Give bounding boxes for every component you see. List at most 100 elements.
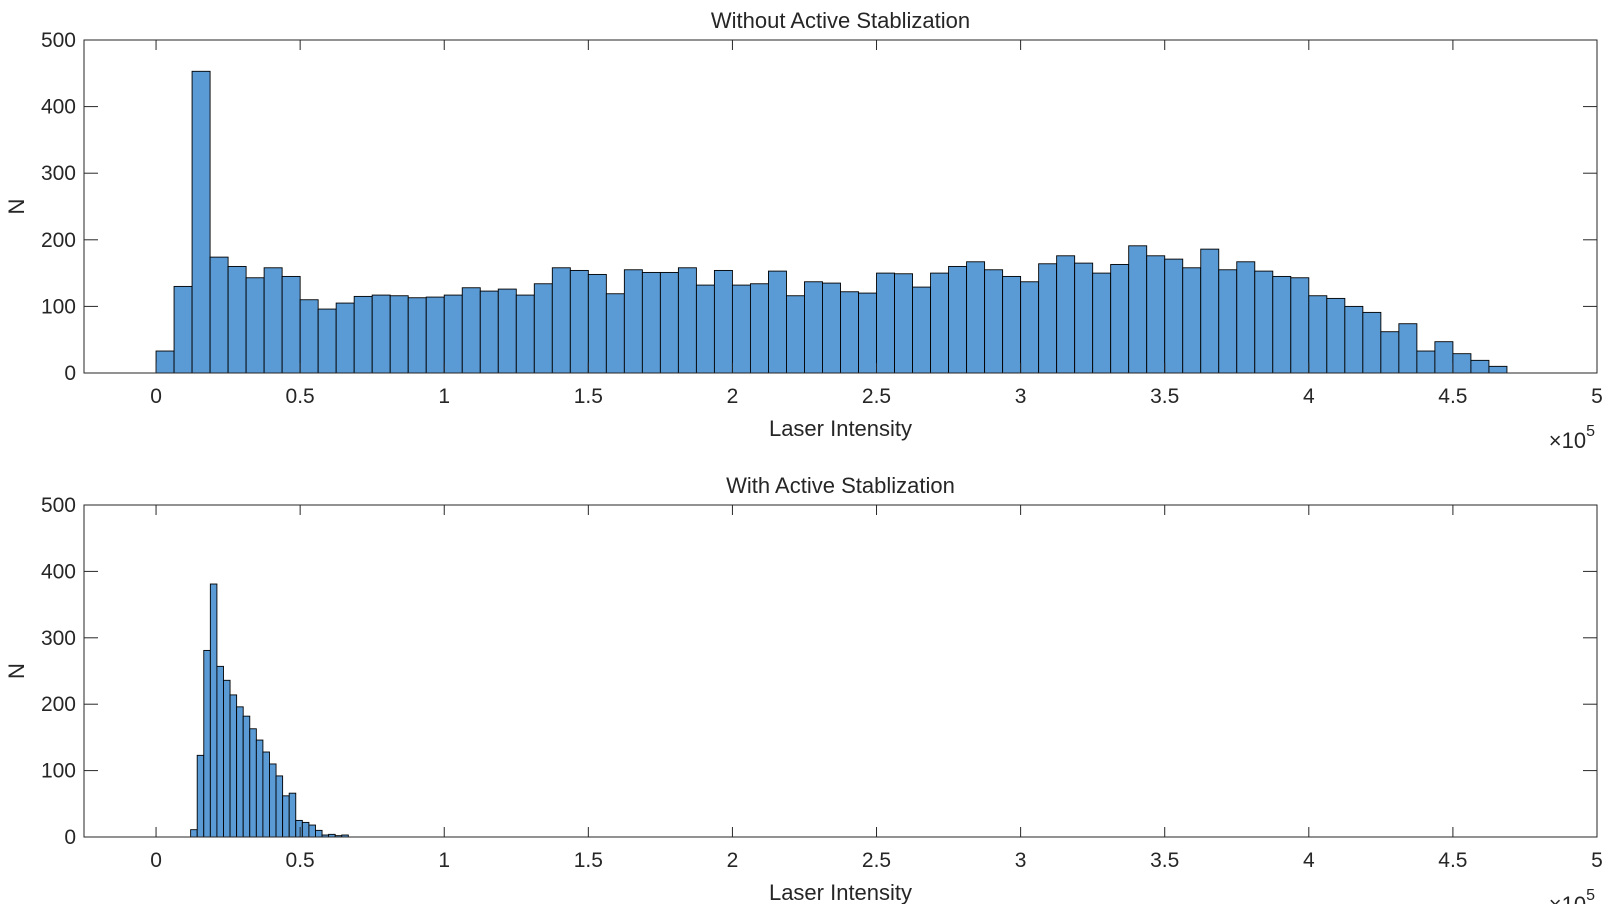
histogram-bar	[1110, 263, 1130, 374]
x-axis-label: Laser Intensity	[769, 880, 912, 904]
histogram-bar	[236, 706, 244, 838]
histogram-bar	[1380, 331, 1400, 374]
histogram-bar	[1326, 297, 1346, 374]
y-tick-label: 300	[41, 162, 76, 185]
histogram-bar	[1218, 269, 1238, 374]
histogram-bar	[659, 271, 679, 374]
histogram-bar	[425, 296, 445, 374]
histogram-bar	[1434, 341, 1454, 374]
y-tick-label: 400	[41, 560, 76, 583]
histogram-bar	[1182, 267, 1202, 374]
histogram-bar	[822, 282, 841, 374]
x-tick-label: 4	[1303, 849, 1315, 872]
histogram-bar	[515, 294, 535, 374]
histogram-bar	[216, 665, 224, 838]
y-tick-label: 100	[41, 760, 76, 783]
axes-box	[83, 39, 1598, 374]
histogram-bar	[1272, 275, 1292, 374]
histogram-bar	[191, 70, 211, 374]
histogram-bar	[677, 267, 697, 374]
x-axis-label: Laser Intensity	[769, 416, 912, 441]
x-tick-label: 4.5	[1438, 385, 1467, 408]
axes-box	[83, 504, 1598, 838]
x-tick-label: 0.5	[286, 385, 315, 408]
histogram-bar	[389, 295, 409, 374]
histogram-bar	[1308, 295, 1328, 374]
chart-title: Without Active Stablization	[711, 8, 970, 33]
histogram-bar	[1128, 245, 1148, 374]
histogram-bar	[894, 273, 913, 374]
bars	[190, 583, 349, 838]
histogram-bar	[786, 295, 805, 374]
histogram-bar	[227, 265, 247, 374]
histogram-bar	[497, 288, 517, 374]
histogram-bar	[203, 649, 211, 838]
x-tick-label: 5	[1591, 849, 1603, 872]
histogram-bar	[461, 287, 481, 374]
y-axis-label: N	[4, 663, 29, 679]
x-tick-label: 3.5	[1150, 849, 1179, 872]
histogram-bar	[912, 286, 932, 374]
histogram-bar	[315, 829, 323, 838]
x-tick-label: 2.5	[862, 385, 891, 408]
histogram-bar	[275, 775, 284, 838]
histogram-bar	[1470, 359, 1490, 374]
histogram-bar	[223, 679, 231, 838]
histogram-bar	[1146, 255, 1166, 374]
histogram-panel-without-stabilization: 0 0.5 1 1.5 2 2.5 3 3.5 4 4.5 5 0 100 200 300 400 500 Wit…	[4, 8, 1603, 453]
histogram-bar	[249, 728, 257, 838]
histogram-bar	[749, 283, 769, 374]
x-tick-label: 2	[727, 385, 739, 408]
histogram-bar	[1488, 365, 1508, 374]
chart-title: With Active Stablization	[726, 473, 955, 498]
y-axis-ticks: 0 100 200 300 400 500	[41, 29, 1597, 385]
histogram-bar	[269, 763, 277, 838]
x-multiplier-base: ×10	[1549, 892, 1586, 904]
y-axis-ticks: 0 100 200 300 400 500	[41, 494, 1597, 849]
histogram-bar	[301, 821, 310, 838]
y-tick-label: 400	[41, 96, 76, 119]
histogram-bar	[641, 271, 661, 374]
histogram-bar	[209, 583, 218, 838]
histogram-bar	[242, 715, 251, 838]
histogram-bar	[966, 261, 986, 374]
histogram-bar	[371, 294, 391, 374]
y-tick-label: 0	[64, 362, 76, 385]
y-tick-label: 200	[41, 229, 76, 252]
histogram-bar	[1344, 305, 1364, 374]
x-multiplier-exponent: 5	[1586, 423, 1595, 440]
histogram-bar	[299, 299, 319, 374]
plot-area	[84, 505, 1597, 837]
x-tick-label: 3.5	[1150, 385, 1179, 408]
histogram-bar	[1236, 261, 1256, 374]
histogram-bar	[876, 272, 895, 374]
histogram-bar	[713, 269, 733, 374]
histogram-bar	[1398, 323, 1418, 374]
y-tick-label: 300	[41, 627, 76, 650]
histogram-bar	[605, 293, 625, 374]
histogram-bar	[695, 284, 715, 374]
histogram-bar	[858, 292, 877, 374]
histogram-bar	[804, 281, 823, 374]
histogram-bar	[948, 265, 968, 374]
histogram-bar	[281, 275, 301, 374]
x-tick-label: 0	[150, 385, 162, 408]
histogram-bar	[533, 283, 553, 374]
histogram-bar	[190, 829, 198, 838]
y-tick-label: 500	[41, 29, 76, 52]
histogram-bar	[255, 739, 264, 838]
x-tick-label: 5	[1591, 385, 1603, 408]
histogram-bar	[155, 350, 175, 374]
x-tick-label: 3	[1015, 385, 1027, 408]
histogram-bar	[623, 269, 643, 374]
histogram-bar	[173, 285, 193, 374]
x-tick-label: 3	[1015, 849, 1027, 872]
x-tick-label: 2	[727, 849, 739, 872]
histogram-bar	[262, 751, 270, 838]
histogram-bar	[1002, 275, 1022, 374]
histogram-bar	[1290, 277, 1310, 374]
histogram-bar	[1254, 270, 1274, 374]
y-tick-label: 100	[41, 295, 76, 318]
histogram-bar	[308, 824, 316, 838]
